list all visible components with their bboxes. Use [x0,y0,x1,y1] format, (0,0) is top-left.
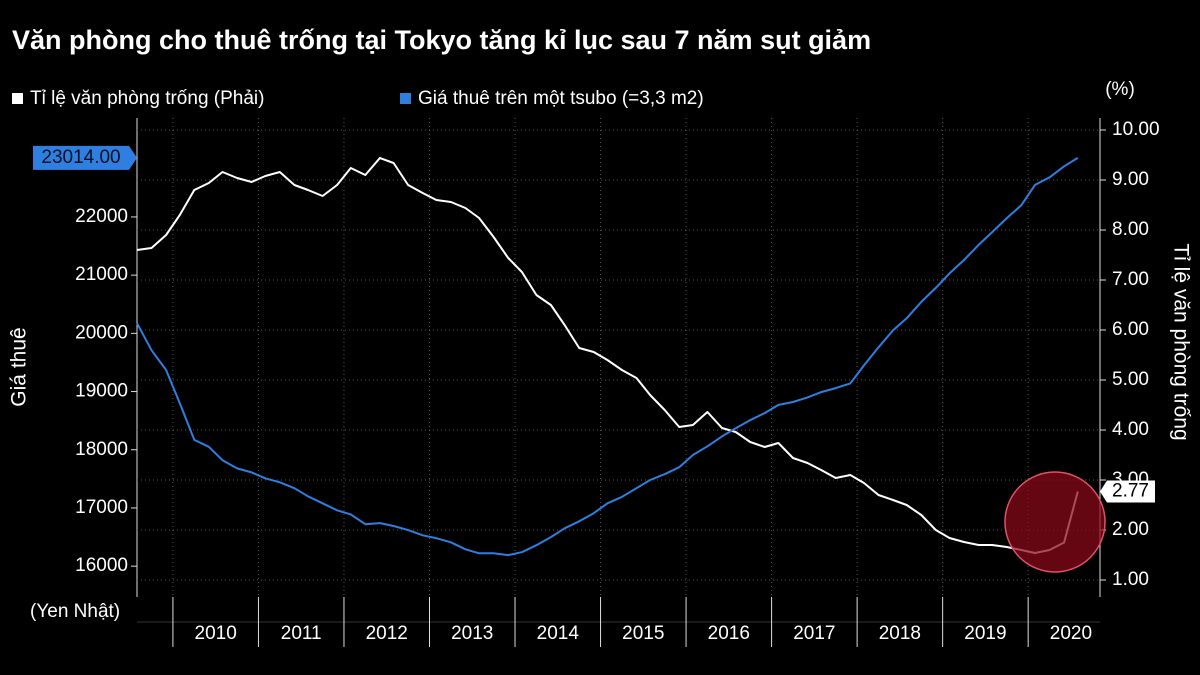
x-tick-label: 2015 [622,623,664,644]
value-label-box [33,145,137,170]
y2-axis-title: Tỉ lệ văn phòng trống [1169,243,1192,440]
y2-tick-label: 2.00 [1112,519,1149,540]
y-tick-label: 21000 [75,264,128,285]
y-tick-label: 20000 [75,322,128,343]
series-line [136,157,1079,557]
legend-swatch [400,93,411,104]
x-tick-label: 2014 [537,623,580,644]
y-tick-label: 19000 [75,381,128,402]
plot: 16000 17000 18000 19000 20000 21000 22000 1.00 2… [75,118,1160,647]
y-tick-label: 17000 [75,497,128,518]
y2-tick-label: 8.00 [1112,219,1149,240]
legend-label: Tỉ lệ văn phòng trống (Phải) [30,88,264,109]
y2-tick-label: 7.00 [1112,269,1149,290]
y2-tick-label: 10.00 [1112,119,1160,140]
x-tick-label: 2010 [195,623,237,644]
x-tick-label: 2011 [281,623,322,644]
value-label: 2.77 [1112,481,1149,502]
y-tick-label: 18000 [75,439,128,460]
y-tick-label: 16000 [75,555,128,576]
x-tick-label: 2017 [793,623,835,644]
x-tick-label: 2013 [451,623,493,644]
x-tick-label: 2019 [964,623,1006,644]
x-tick-label: 2012 [366,623,408,644]
legend-swatch [12,93,23,104]
labels: Tỉ lệ văn phòng trống (Phải) Giá thuê trê… [12,88,1155,503]
y-unit: (Yen Nhật) [30,601,120,622]
y-axis-title: Giá thuê [8,327,31,406]
value-label: 23014.00 [41,147,120,168]
y2-tick-label: 5.00 [1112,369,1149,390]
y2-tick-label: 1.00 [1112,569,1149,590]
y2-tick-label: 4.00 [1112,419,1149,440]
series-line [136,157,1079,554]
x-tick-label: 2020 [1050,623,1092,644]
y2-unit: (%) [1105,79,1135,100]
x-tick-label: 2016 [708,623,750,644]
y2-tick-label: 6.00 [1112,319,1149,340]
chart-title: Văn phòng cho thuê trống tại Tokyo tăng … [12,25,871,55]
legend-label: Giá thuê trên một tsubo (=3,3 m2) [418,88,704,109]
x-tick-label: 2018 [879,623,921,644]
y-tick-label: 22000 [75,206,128,227]
value-label-box [1100,480,1155,503]
highlight-circle [1004,471,1106,573]
y2-tick-label: 9.00 [1112,169,1149,190]
